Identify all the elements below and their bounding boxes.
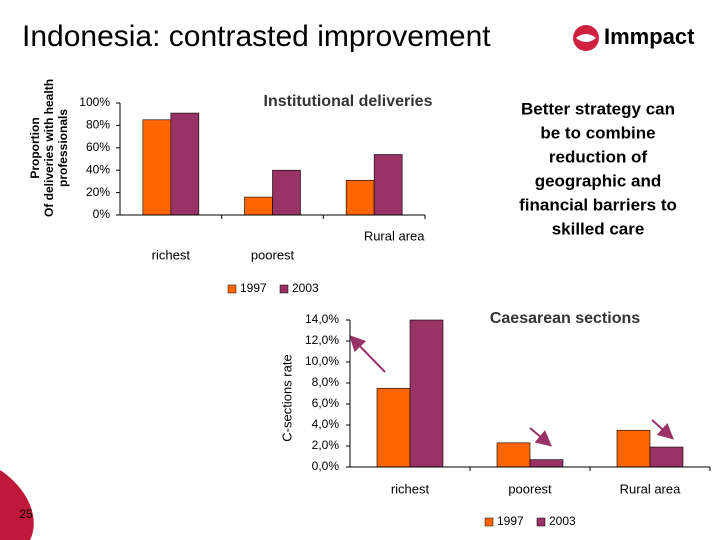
y-tick-label: 60% (86, 140, 110, 154)
y-axis-label: C-sections rate (279, 354, 294, 441)
x-tick-label: richest (152, 247, 191, 262)
decoration (0, 470, 34, 540)
legend-label: 2003 (549, 514, 576, 528)
legend-label: 1997 (240, 281, 267, 295)
note-line: reduction of (549, 147, 648, 166)
y-tick-label: 0% (93, 207, 111, 221)
note-line: skilled care (552, 219, 645, 238)
y-tick-label: 14,0% (305, 312, 339, 326)
logo: Immpact (573, 24, 695, 51)
x-tick-label: richest (391, 481, 430, 496)
x-tick-label: poorest (508, 481, 552, 496)
y-axis-label: Of deliveries with health (42, 79, 56, 217)
x-tick-label: poorest (251, 247, 295, 262)
chart-title: Caesarean sections (490, 310, 640, 327)
y-tick-label: 10,0% (305, 354, 339, 368)
bar (409, 319, 444, 468)
bar (244, 196, 273, 216)
bar (272, 169, 301, 216)
y-axis-label: professionals (56, 109, 70, 187)
chart-title: Institutional deliveries (264, 93, 433, 110)
y-tick-label: 6,0% (312, 396, 340, 410)
y-axis-label: Proportion (28, 117, 42, 178)
page-number: 25 (19, 507, 33, 521)
x-tick-label: Rural area (620, 481, 681, 496)
bar (496, 442, 531, 468)
y-tick-label: 40% (86, 162, 110, 176)
y-tick-label: 80% (86, 118, 110, 132)
bar (616, 429, 651, 468)
arrow (651, 419, 674, 440)
note-line: be to combine (540, 123, 655, 142)
bar (142, 119, 172, 216)
legend-swatch (484, 517, 494, 527)
y-tick-label: 8,0% (312, 375, 340, 389)
arrow (349, 335, 386, 373)
arrow (529, 427, 553, 447)
note-line: geographic and (535, 171, 662, 190)
y-tick-label: 0,0% (312, 459, 340, 473)
bar (529, 459, 564, 468)
bar (649, 446, 684, 468)
y-tick-label: 2,0% (312, 438, 340, 452)
note-line: Better strategy can (521, 99, 675, 118)
note-line: financial barriers to (519, 195, 677, 214)
bar (170, 112, 200, 216)
legend-label: 1997 (497, 514, 524, 528)
bar (376, 387, 411, 468)
bar (373, 154, 403, 216)
legend-swatch (536, 517, 546, 527)
legend-swatch (279, 284, 289, 294)
logo-text: Immpact (604, 24, 695, 49)
bar (345, 179, 375, 216)
y-tick-label: 12,0% (305, 333, 339, 347)
y-tick-label: 4,0% (312, 417, 340, 431)
legend-swatch (227, 284, 237, 294)
y-tick-label: 20% (86, 185, 110, 199)
slide-title: Indonesia: contrasted improvement (22, 20, 491, 53)
x-tick-label: Rural area (364, 228, 425, 243)
legend-label: 2003 (292, 281, 319, 295)
y-tick-label: 100% (79, 95, 110, 109)
